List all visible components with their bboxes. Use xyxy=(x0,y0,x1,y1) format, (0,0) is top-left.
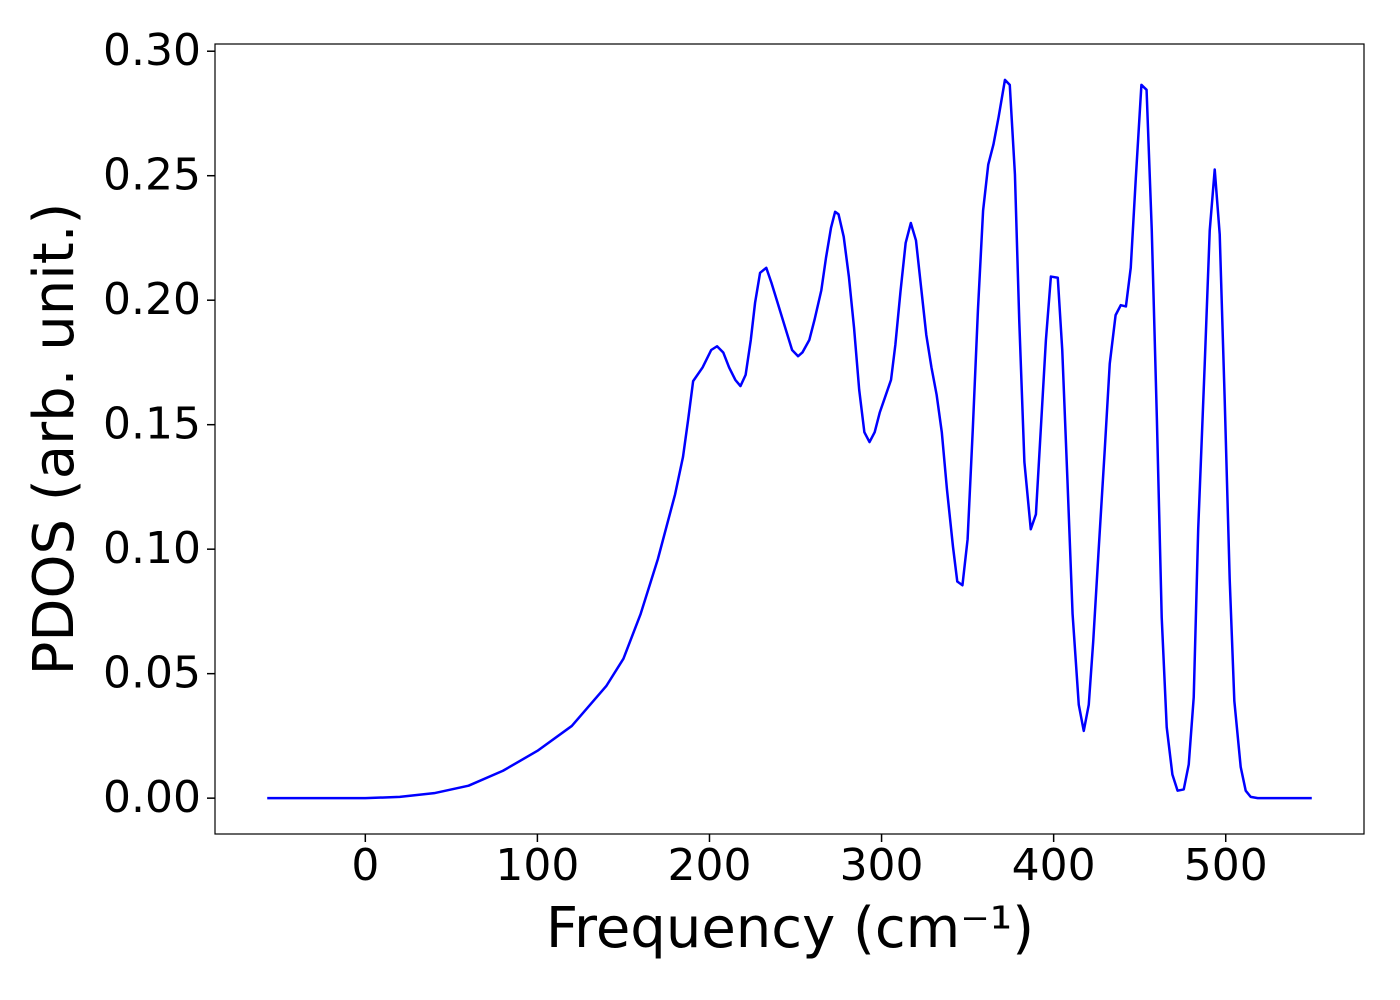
x-tick-label: 200 xyxy=(667,840,751,891)
y-tick-label: 0.00 xyxy=(103,772,201,823)
x-tick-label: 300 xyxy=(840,840,924,891)
y-tick-label: 0.25 xyxy=(103,150,201,201)
y-tick-label: 0.20 xyxy=(103,274,201,325)
y-axis-label: PDOS (arb. unit.) xyxy=(22,203,87,676)
y-tick-label: 0.30 xyxy=(103,25,201,76)
y-tick-label: 0.05 xyxy=(103,648,201,699)
x-tick-label: 500 xyxy=(1184,840,1268,891)
x-axis-label: Frequency (cm⁻¹) xyxy=(546,896,1034,961)
data-line xyxy=(267,78,1312,800)
y-tick-label: 0.15 xyxy=(103,399,201,450)
y-tick-label: 0.10 xyxy=(103,523,201,574)
plot-frame xyxy=(214,43,1365,835)
x-tick-label: 0 xyxy=(351,840,379,891)
x-tick-label: 100 xyxy=(495,840,579,891)
x-tick-label: 400 xyxy=(1012,840,1096,891)
